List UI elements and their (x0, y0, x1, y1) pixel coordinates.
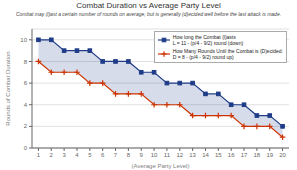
svg-text:9: 9 (140, 152, 144, 158)
svg-text:6: 6 (24, 80, 28, 86)
svg-text:(Average Party Level): (Average Party Level) (132, 163, 190, 169)
html-text:Combat Duration vs Average Par: Combat Duration vs Average Party Level (76, 1, 221, 10)
svg-text:17: 17 (241, 152, 248, 158)
svg-text:10: 10 (20, 37, 27, 43)
svg-text:8: 8 (127, 152, 131, 158)
svg-text:13: 13 (189, 152, 196, 158)
svg-text:16: 16 (228, 152, 235, 158)
svg-text:18: 18 (254, 152, 261, 158)
svg-text:8: 8 (24, 59, 28, 65)
svg-text:12: 12 (176, 152, 183, 158)
html-text:How Many Rounds Until the Comb: How Many Rounds Until the Combat is (D)e… (172, 48, 283, 60)
svg-text:11: 11 (164, 152, 171, 158)
svg-text:20: 20 (279, 152, 286, 158)
svg-text:2: 2 (24, 123, 28, 129)
svg-text:2: 2 (50, 152, 54, 158)
svg-text:0: 0 (24, 145, 28, 151)
svg-text:6: 6 (101, 152, 105, 158)
svg-text:Rounds of Combat Duration: Rounds of Combat Duration (8, 51, 11, 125)
svg-text:1: 1 (37, 152, 41, 158)
svg-text:4: 4 (75, 152, 79, 158)
html-text:Combat may (l)ast a certain nu: Combat may (l)ast a certain number of ro… (15, 11, 282, 17)
svg-text:14: 14 (202, 152, 209, 158)
svg-text:3: 3 (62, 152, 66, 158)
html-text:How long the Combat (l)asts L: How long the Combat (l)asts L = 11 - (p/… (172, 34, 244, 46)
svg-text:4: 4 (24, 102, 28, 108)
svg-text:7: 7 (114, 152, 118, 158)
svg-text:10: 10 (151, 152, 158, 158)
svg-text:19: 19 (266, 152, 273, 158)
svg-text:15: 15 (215, 152, 222, 158)
svg-text:5: 5 (88, 152, 92, 158)
